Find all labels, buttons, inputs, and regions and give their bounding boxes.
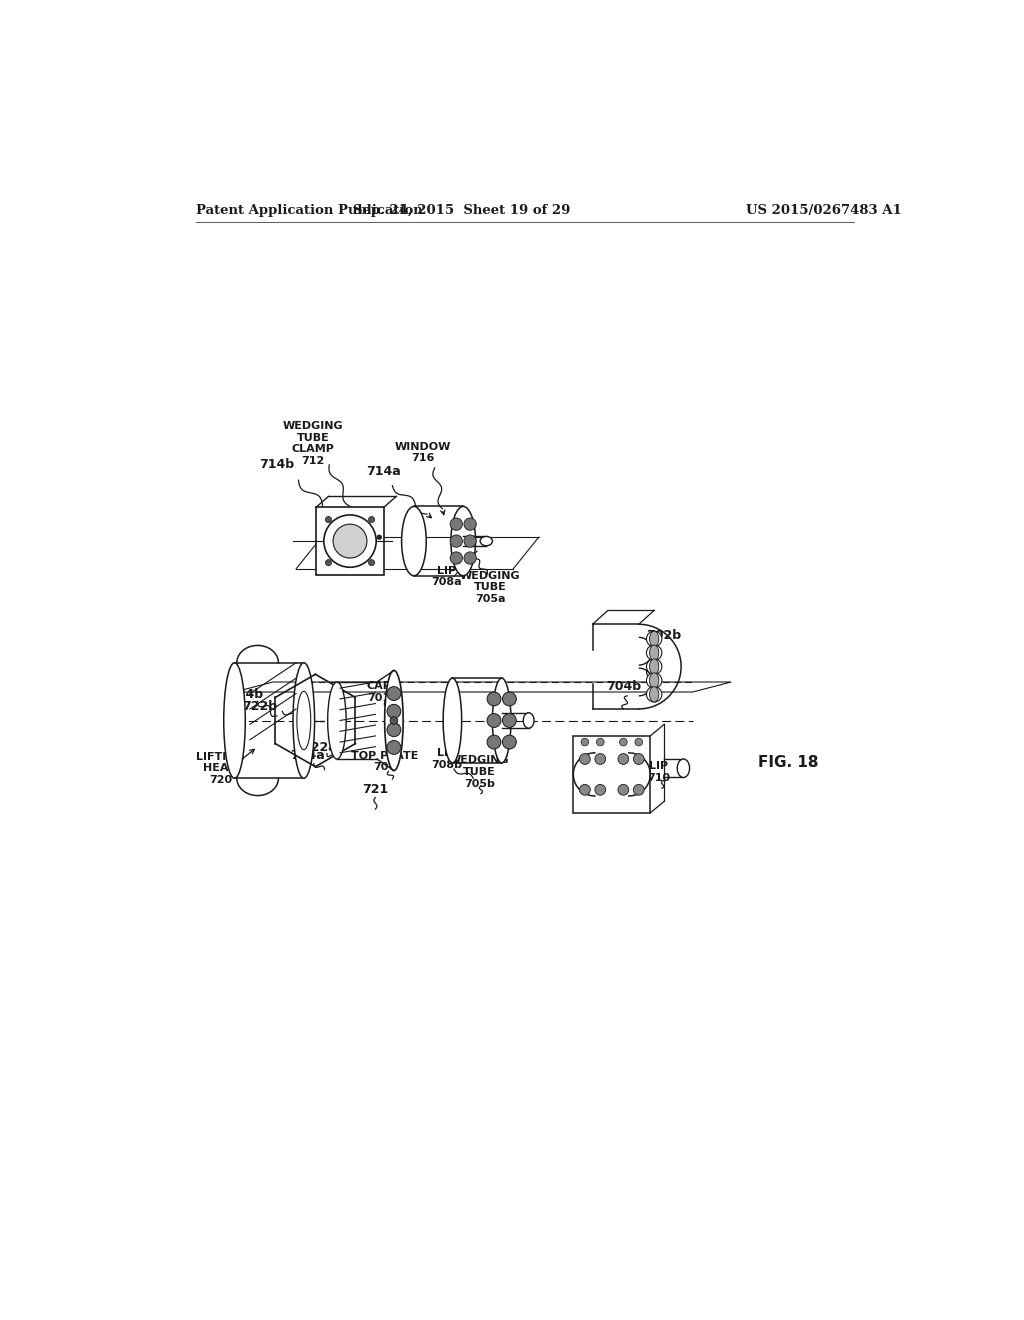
Circle shape	[369, 560, 375, 566]
Circle shape	[387, 686, 400, 701]
Text: 721: 721	[362, 783, 388, 796]
Circle shape	[646, 659, 662, 675]
Ellipse shape	[401, 507, 426, 576]
Circle shape	[369, 516, 375, 523]
Ellipse shape	[649, 686, 658, 702]
Circle shape	[503, 735, 516, 748]
Text: LIP
708b: LIP 708b	[431, 748, 462, 770]
Ellipse shape	[328, 682, 346, 759]
Circle shape	[581, 738, 589, 746]
Circle shape	[617, 784, 629, 795]
Text: 704a: 704a	[589, 750, 624, 763]
Ellipse shape	[480, 536, 493, 545]
Bar	[573, 737, 650, 813]
Circle shape	[451, 517, 463, 531]
Ellipse shape	[443, 678, 462, 763]
Ellipse shape	[649, 673, 658, 688]
Text: Patent Application Publication: Patent Application Publication	[196, 205, 423, 218]
Circle shape	[596, 738, 604, 746]
Circle shape	[617, 754, 629, 764]
Circle shape	[387, 705, 400, 718]
Bar	[316, 507, 384, 576]
Circle shape	[324, 515, 376, 568]
Text: 714b: 714b	[259, 458, 295, 471]
Circle shape	[487, 735, 501, 748]
Circle shape	[487, 714, 501, 727]
Circle shape	[620, 738, 628, 746]
Ellipse shape	[649, 659, 658, 675]
Text: WEDGING
TUBE
CLAMP
712: WEDGING TUBE CLAMP 712	[283, 421, 343, 466]
Text: US 2015/0267483 A1: US 2015/0267483 A1	[745, 205, 901, 218]
Circle shape	[503, 714, 516, 727]
Circle shape	[333, 524, 367, 558]
Circle shape	[387, 723, 400, 737]
Ellipse shape	[649, 645, 658, 660]
Circle shape	[464, 517, 476, 531]
Text: 702b: 702b	[646, 628, 681, 642]
Circle shape	[634, 754, 644, 764]
Text: WEDGING
TUBE
705a: WEDGING TUBE 705a	[460, 570, 520, 603]
Text: 724a: 724a	[290, 750, 325, 763]
Circle shape	[326, 516, 332, 523]
Ellipse shape	[523, 713, 535, 729]
Circle shape	[646, 686, 662, 702]
Ellipse shape	[293, 663, 314, 779]
Text: 704b: 704b	[606, 680, 641, 693]
Circle shape	[326, 560, 332, 566]
Circle shape	[634, 784, 644, 795]
Text: FIG. 18: FIG. 18	[758, 755, 818, 771]
Text: 724b: 724b	[228, 688, 263, 701]
Text: LIP
710: LIP 710	[647, 762, 671, 783]
Circle shape	[580, 754, 590, 764]
Circle shape	[487, 692, 501, 706]
Text: 702a: 702a	[583, 783, 617, 796]
Circle shape	[503, 692, 516, 706]
Circle shape	[646, 631, 662, 647]
Circle shape	[387, 741, 400, 755]
Circle shape	[595, 754, 605, 764]
Text: LIP
708a: LIP 708a	[431, 566, 462, 587]
Text: TOP PLATE
706: TOP PLATE 706	[351, 751, 419, 772]
Ellipse shape	[677, 759, 689, 777]
Circle shape	[595, 784, 605, 795]
Text: 714a: 714a	[366, 465, 400, 478]
Circle shape	[635, 738, 643, 746]
Text: WINDOW
716: WINDOW 716	[395, 442, 452, 463]
Ellipse shape	[297, 692, 310, 750]
Circle shape	[451, 535, 463, 548]
Text: CAP
701: CAP 701	[367, 681, 392, 702]
Circle shape	[377, 535, 382, 540]
Circle shape	[464, 535, 476, 548]
Text: LIFTING
HEAD
720: LIFTING HEAD 720	[197, 751, 245, 785]
Circle shape	[580, 784, 590, 795]
Ellipse shape	[223, 663, 246, 779]
Ellipse shape	[451, 507, 475, 576]
Circle shape	[646, 673, 662, 688]
Text: Sep. 24, 2015  Sheet 19 of 29: Sep. 24, 2015 Sheet 19 of 29	[353, 205, 570, 218]
Circle shape	[390, 717, 397, 725]
Text: 722b: 722b	[243, 700, 278, 713]
Circle shape	[464, 552, 476, 564]
Circle shape	[451, 552, 463, 564]
Text: WEDGING
TUBE
705b: WEDGING TUBE 705b	[450, 755, 510, 788]
Ellipse shape	[493, 678, 511, 763]
Ellipse shape	[649, 631, 658, 647]
Circle shape	[646, 645, 662, 660]
Ellipse shape	[385, 671, 403, 771]
Text: 722a: 722a	[302, 741, 337, 754]
